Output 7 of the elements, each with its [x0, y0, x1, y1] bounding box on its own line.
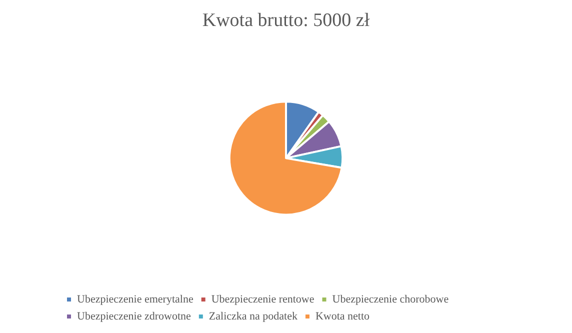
legend-label: Ubezpieczenie zdrowotne: [77, 310, 192, 322]
legend-label: Ubezpieczenie rentowe: [211, 294, 314, 306]
chart-title: Kwota brutto: 5000 zł: [202, 10, 370, 31]
legend-label: Ubezpieczenie chorobowe: [332, 294, 449, 306]
legend-label: Kwota netto: [315, 310, 370, 322]
legend-label: Zaliczka na podatek: [208, 310, 298, 322]
legend-label: Ubezpieczenie emerytalne: [77, 294, 194, 306]
